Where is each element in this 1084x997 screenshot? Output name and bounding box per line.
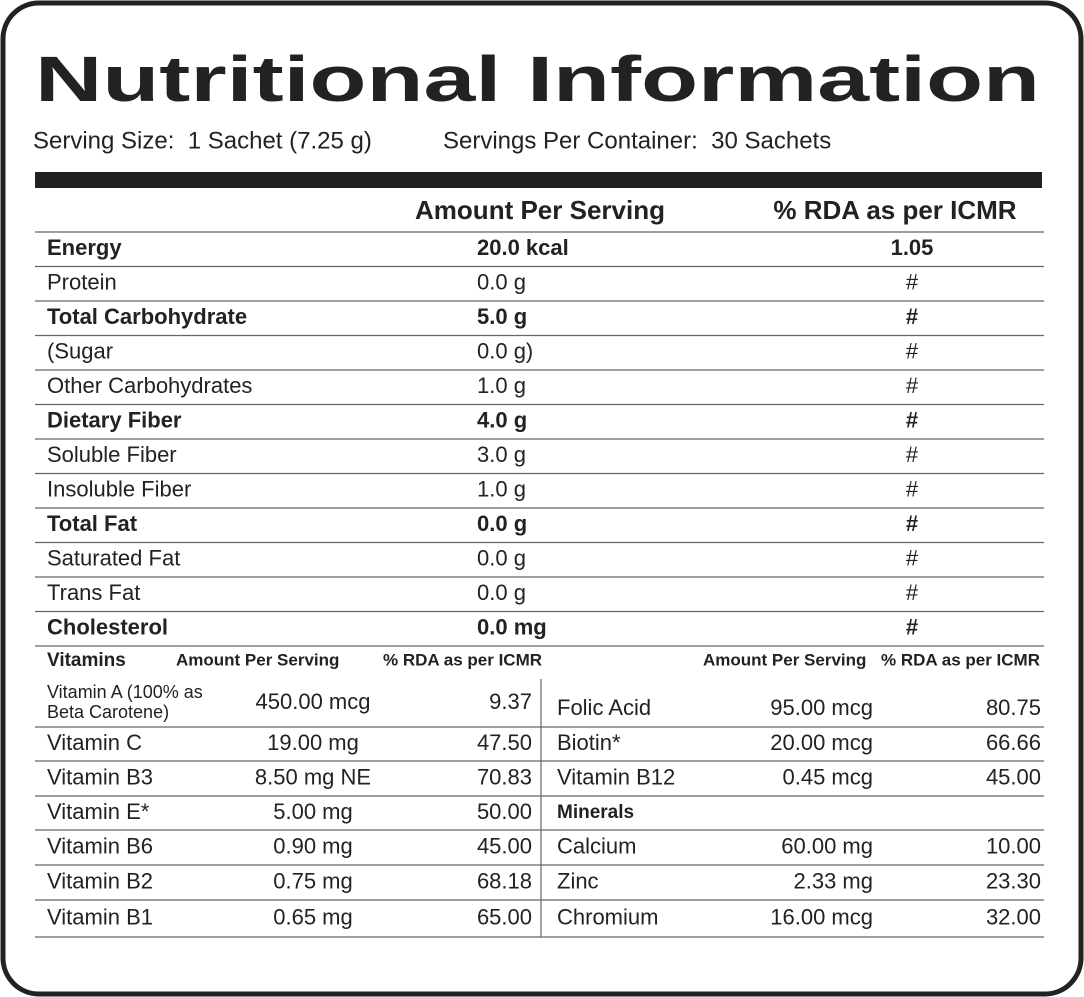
nutrient-amount: 19.00 mg	[267, 730, 359, 755]
nutrient-rda: 80.75	[986, 695, 1041, 720]
nutrient-rda: 23.30	[986, 868, 1041, 893]
nutrient-name: Calcium	[557, 833, 636, 858]
nutrient-name: Total Carbohydrate	[47, 304, 247, 329]
nutrient-rda: #	[906, 442, 919, 467]
nutrient-rda: 32.00	[986, 904, 1041, 929]
title: Nutritional Information	[35, 43, 1040, 115]
nutrient-rda: 9.37	[489, 689, 532, 714]
nutrient-rda: #	[906, 615, 918, 640]
nutrient-name: Soluble Fiber	[47, 442, 177, 467]
nutrient-rda: 70.83	[477, 764, 532, 789]
nutrient-rda: #	[906, 270, 919, 295]
column-header: % RDA as per ICMR	[773, 195, 1016, 225]
nutrient-rda: 10.00	[986, 833, 1041, 858]
nutrient-amount: 3.0 g	[477, 442, 526, 467]
serving-size: Serving Size: 1 Sachet (7.25 g)	[33, 127, 372, 154]
nutrient-amount: 0.0 mg	[477, 615, 547, 640]
nutrient-amount: 95.00 mcg	[770, 695, 873, 720]
section-header: Vitamins	[47, 650, 126, 671]
nutrient-name: Vitamin B12	[557, 764, 675, 789]
nutrient-amount: 20.00 mcg	[770, 730, 873, 755]
nutrient-name: Cholesterol	[47, 615, 168, 640]
nutrient-name: Total Fat	[47, 511, 138, 536]
nutrient-name: Dietary Fiber	[47, 408, 182, 433]
nutrient-rda: 45.00	[986, 764, 1041, 789]
nutrient-rda: #	[906, 546, 919, 571]
nutrient-name: Protein	[47, 270, 117, 295]
nutrient-rda: 45.00	[477, 833, 532, 858]
nutrient-amount: 8.50 mg NE	[255, 764, 371, 789]
nutrient-amount: 0.0 g)	[477, 339, 533, 364]
column-header: Amount Per Serving	[703, 650, 866, 669]
nutrient-amount: 0.0 g	[477, 511, 527, 536]
nutrient-rda: 65.00	[477, 904, 532, 929]
nutrient-amount: 20.0 kcal	[477, 235, 569, 260]
nutrient-name: Biotin*	[557, 730, 621, 755]
nutrient-name: Folic Acid	[557, 695, 651, 720]
nutrient-amount: 0.65 mg	[273, 904, 353, 929]
nutrient-rda: #	[906, 408, 918, 433]
nutrient-amount: 1.0 g	[477, 373, 526, 398]
nutrient-name: Trans Fat	[47, 580, 140, 605]
nutrient-name: Vitamin B6	[47, 833, 153, 858]
nutrient-amount: 0.0 g	[477, 270, 526, 295]
nutrient-amount: 4.0 g	[477, 408, 527, 433]
nutrient-name: Other Carbohydrates	[47, 373, 252, 398]
nutrient-name: Vitamin B2	[47, 868, 153, 893]
nutrient-rda: 1.05	[891, 235, 934, 260]
nutrient-rda: 68.18	[477, 868, 532, 893]
servings-per-container: Servings Per Container: 30 Sachets	[443, 127, 831, 154]
nutrient-amount: 60.00 mg	[781, 833, 873, 858]
nutrient-name: Chromium	[557, 904, 658, 929]
nutrient-name: Energy	[47, 235, 122, 260]
nutrient-rda: #	[906, 373, 919, 398]
nutrient-rda: #	[906, 580, 919, 605]
nutrient-name: Vitamin C	[47, 730, 142, 755]
nutrient-name: Insoluble Fiber	[47, 477, 191, 502]
nutrient-amount: 1.0 g	[477, 477, 526, 502]
column-header: % RDA as per ICMR	[881, 650, 1040, 669]
nutrient-rda: 66.66	[986, 730, 1041, 755]
nutrient-amount: 16.00 mcg	[770, 904, 873, 929]
nutrient-name: Saturated Fat	[47, 546, 180, 571]
nutrient-rda: 47.50	[477, 730, 532, 755]
nutrient-amount: 5.00 mg	[273, 799, 353, 824]
nutrient-amount: 450.00 mcg	[256, 689, 371, 714]
nutrient-amount: 0.0 g	[477, 546, 526, 571]
nutrient-amount: 2.33 mg	[794, 868, 874, 893]
nutrient-name: Zinc	[557, 868, 599, 893]
nutrient-amount: 0.75 mg	[273, 868, 353, 893]
section-header: Minerals	[557, 802, 634, 823]
nutrient-name: Vitamin B3	[47, 764, 153, 789]
column-header: % RDA as per ICMR	[383, 650, 542, 669]
nutrient-amount: 0.0 g	[477, 580, 526, 605]
column-header: Amount Per Serving	[415, 195, 665, 225]
nutrient-amount: 0.90 mg	[273, 833, 353, 858]
nutrient-rda: #	[906, 511, 918, 536]
header-bar	[35, 172, 1042, 188]
nutrient-name: (Sugar	[47, 339, 113, 364]
nutrient-name: Vitamin B1	[47, 904, 153, 929]
nutrient-name: Vitamin E*	[47, 799, 150, 824]
nutrient-rda: #	[906, 477, 919, 502]
nutrient-rda: 50.00	[477, 799, 532, 824]
nutrient-amount: 0.45 mcg	[783, 764, 874, 789]
nutrient-rda: #	[906, 339, 919, 364]
nutrient-rda: #	[906, 304, 918, 329]
nutrient-amount: 5.0 g	[477, 304, 527, 329]
nutrient-name: Vitamin A (100% as	[47, 682, 203, 702]
column-header: Amount Per Serving	[176, 650, 339, 669]
nutrient-name: Beta Carotene)	[47, 702, 169, 722]
